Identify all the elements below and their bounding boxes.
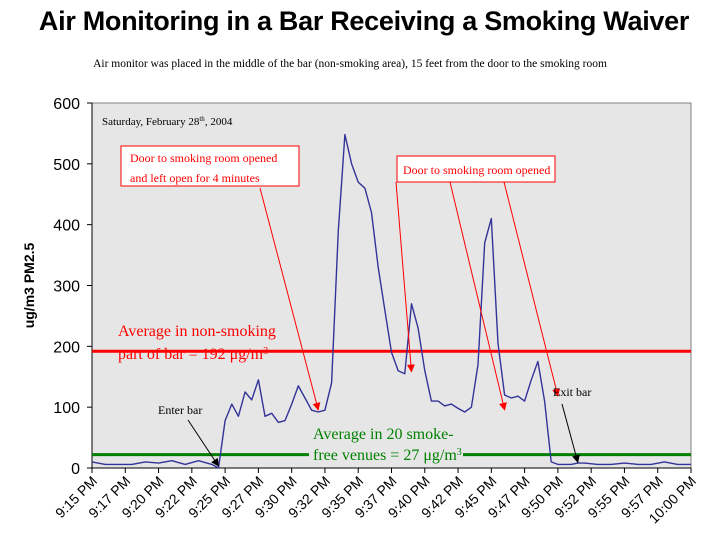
y-tick-label: 400 <box>53 218 80 235</box>
annotation-text: Door to smoking room opened <box>130 151 277 165</box>
y-tick-label: 600 <box>53 96 80 113</box>
y-axis-label: ug/m3 PM2.5 <box>21 243 37 329</box>
annotation-text: Enter bar <box>158 403 202 417</box>
chart-title: Air Monitoring in a Bar Receiving a Smok… <box>38 6 690 36</box>
annotation-text: Door to smoking room opened <box>403 163 550 177</box>
annotation-arrow <box>187 419 219 467</box>
annotation-arrow <box>503 181 561 397</box>
reference-label: Average in non-smoking <box>118 323 276 340</box>
annotation-arrow <box>561 403 580 464</box>
y-tick-label: 100 <box>53 400 80 417</box>
reference-label: Average in 20 smoke- <box>313 426 454 443</box>
annotations: Door to smoking room opened and left open… <box>120 145 591 467</box>
reference-label: part of bar = 192 μg/m3 <box>118 346 268 364</box>
y-tick-label: 500 <box>53 157 80 174</box>
annotation-arrow <box>395 181 415 373</box>
annotation-text: and left open for 4 minutes <box>130 171 260 185</box>
annotation-arrow <box>449 181 507 411</box>
y-tick-label: 300 <box>53 279 80 296</box>
series-group <box>91 133 691 469</box>
series-line <box>91 133 691 469</box>
annotation-arrow <box>259 187 321 411</box>
date-label: Saturday, February 28th, 2004 <box>102 115 233 128</box>
annotation-text: Exit bar <box>553 385 591 399</box>
annotation-box <box>120 145 300 187</box>
reference-label-gap <box>309 451 463 458</box>
annotation-box <box>396 155 556 183</box>
y-tick-label: 0 <box>71 461 80 478</box>
reference-label: free venues = 27 μg/m3 <box>313 447 462 465</box>
chart-subtitle: Air monitor was placed in the middle of … <box>93 58 607 70</box>
reference-lines: Average in non-smoking part of bar = 192 … <box>92 323 691 464</box>
y-tick-label: 200 <box>53 339 80 356</box>
